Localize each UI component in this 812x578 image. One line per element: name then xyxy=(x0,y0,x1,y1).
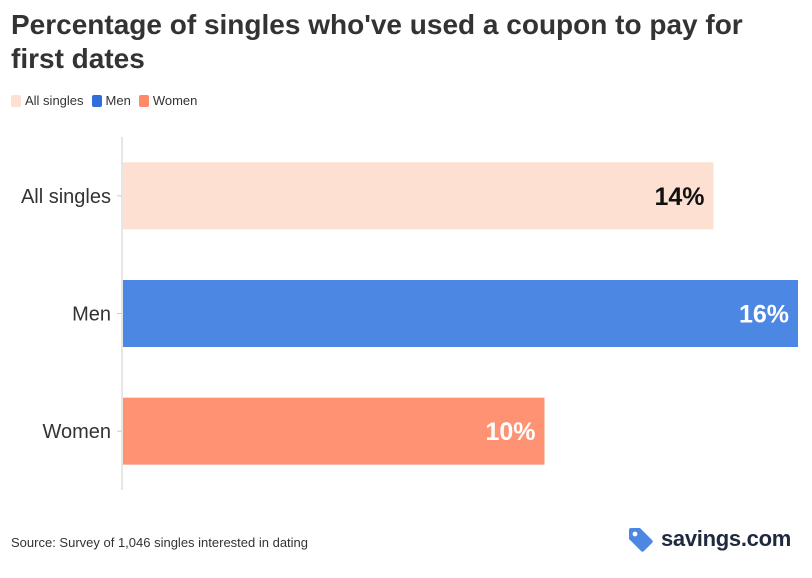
y-tick-label-women: Women xyxy=(42,421,111,443)
source-note: Source: Survey of 1,046 singles interest… xyxy=(11,535,309,550)
legend-label-men: Men xyxy=(105,93,131,108)
data-label-women: 10% xyxy=(485,418,535,446)
legend: All singles Men Women xyxy=(11,93,205,108)
chart-title: Percentage of singles who've used a coup… xyxy=(11,9,743,74)
legend-label-women: Women xyxy=(152,93,198,108)
bar-men xyxy=(123,280,798,347)
brand-logo: savings.com xyxy=(627,526,791,552)
brand-name: savings.com xyxy=(661,526,791,551)
tag-icon xyxy=(629,528,653,552)
legend-swatch-women xyxy=(138,94,149,107)
legend-swatch-men xyxy=(91,94,102,107)
data-label-men: 16% xyxy=(739,301,789,329)
y-tick-label-men: Men xyxy=(72,304,111,326)
data-label-all-singles: 14% xyxy=(654,183,704,211)
legend-item-women: Women xyxy=(138,93,198,108)
legend-item-men: Men xyxy=(91,93,131,108)
y-tick-label-all-singles: All singles xyxy=(21,186,111,208)
bar-all-singles xyxy=(123,162,714,230)
legend-item-all-singles: All singles xyxy=(11,93,84,108)
bar-women xyxy=(123,397,545,465)
legend-label-all-singles: All singles xyxy=(25,93,84,108)
legend-swatch-all-singles xyxy=(11,94,21,107)
